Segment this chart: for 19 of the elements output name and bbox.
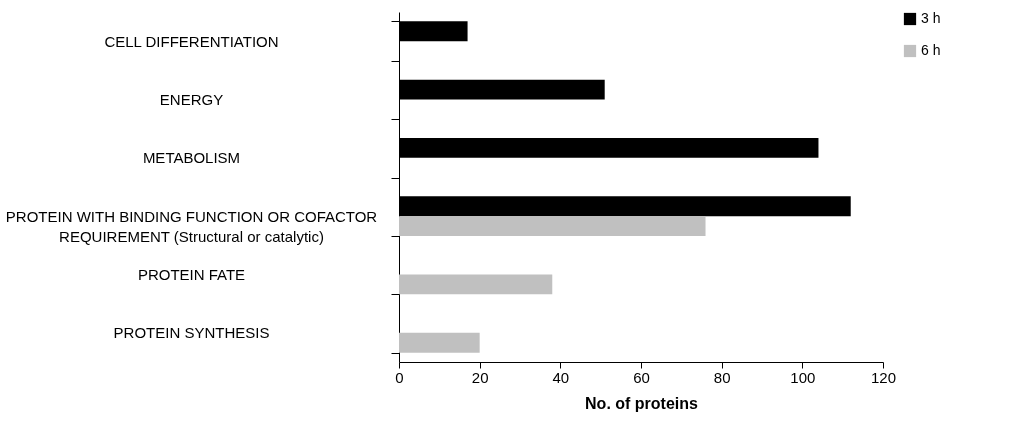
x-tick-label: 120: [870, 368, 897, 386]
y-tick-label: PROTEIN FATE: [137, 266, 246, 283]
x-tick-label: 100: [790, 368, 816, 386]
x-tick-label: 80: [713, 368, 731, 386]
x-tick-label: 40: [552, 368, 570, 386]
x-tick-label: 60: [633, 368, 650, 386]
legend-label: 3 h: [921, 10, 941, 26]
x-tick-label: 20: [471, 368, 489, 386]
bar: [399, 274, 553, 295]
y-tick-label: PROTEIN WITH BINDING FUNCTION OR COFACTOR REQUIREMENT (Structural or catalytic): [5, 207, 378, 245]
bar: [399, 216, 706, 236]
x-axis-title: No. of proteins: [585, 394, 699, 412]
y-tick-label: ENERGY: [159, 91, 224, 108]
legend-label: 6 h: [921, 42, 941, 58]
x-tick-label: 0: [395, 368, 404, 386]
bar: [399, 332, 480, 353]
y-tick-label: CELL DIFFERENTIATION: [104, 32, 279, 50]
y-tick-label: METABOLISM: [142, 149, 241, 167]
y-tick-label: PROTEIN SYNTHESIS: [113, 324, 270, 342]
